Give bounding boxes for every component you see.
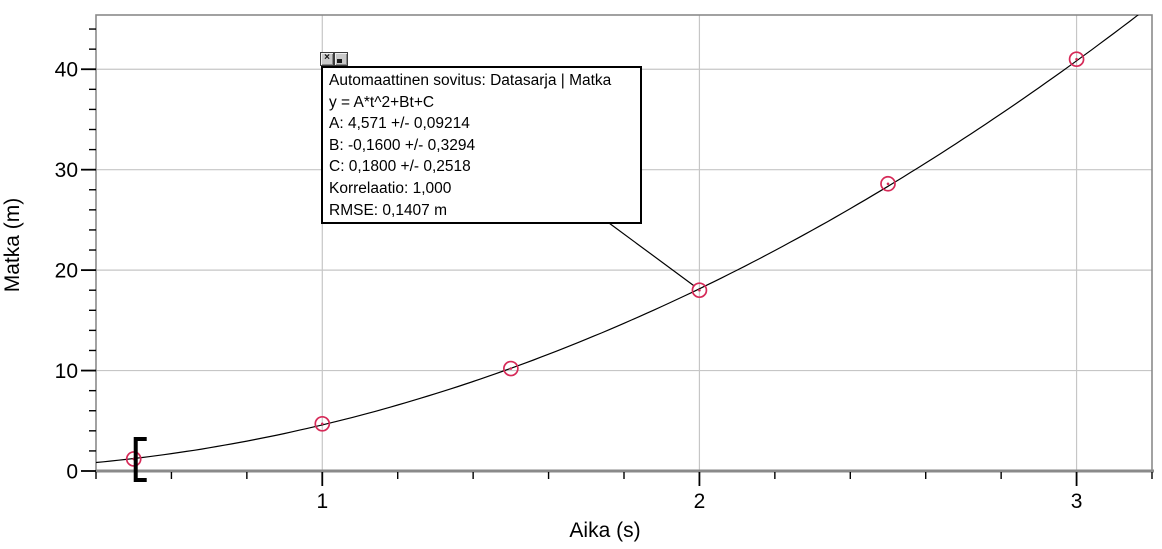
data-point-center [320, 422, 324, 426]
fit-param-a: A: 4,571 +/- 0,09214 [329, 115, 470, 133]
y-tick-label: 0 [66, 461, 78, 484]
fit-title: Automaattinen sovitus: Datasarja | Matka [329, 72, 612, 89]
fit-rmse: RMSE: 0,1407 m [329, 201, 448, 219]
fit-param-c: C: 0,1800 +/- 0,2518 [329, 158, 471, 176]
selection-bracket[interactable] [133, 437, 147, 482]
x-tick-label: 1 [316, 490, 328, 513]
y-tick-label: 10 [55, 360, 78, 383]
data-point[interactable] [691, 282, 708, 299]
y-tick-label: 40 [55, 59, 78, 82]
data-point[interactable] [314, 415, 331, 432]
data-point-center [886, 182, 890, 186]
fit-correlation: Korrelaatio: 1,000 [329, 179, 452, 197]
data-point[interactable] [503, 360, 519, 377]
data-point[interactable] [880, 175, 896, 192]
callout-line [608, 222, 695, 287]
data-point-center [1075, 57, 1078, 61]
fit-param-b: B: -0,1600 +/- 0,3294 [329, 136, 476, 154]
y-tick-label: 20 [55, 260, 78, 283]
data-point-center [509, 367, 513, 370]
data-point[interactable] [1068, 51, 1085, 68]
fit-equation: y = A*t^2+Bt+C [329, 93, 435, 111]
close-icon: × [324, 52, 330, 63]
minimize-icon [337, 59, 342, 63]
fit-curve[interactable] [96, 4, 1152, 464]
x-axis-label[interactable]: Aika (s) [569, 519, 641, 542]
fit-results-box[interactable]: Automaattinen sovitus: Datasarja | Matka… [321, 66, 642, 224]
data-point-center [698, 288, 701, 292]
y-axis-label[interactable]: Matka (m) [1, 197, 24, 293]
x-tick-label: 2 [694, 490, 706, 513]
y-tick-label: 30 [55, 159, 78, 182]
x-tick-label: 3 [1071, 490, 1083, 513]
close-button[interactable]: × [320, 52, 334, 66]
minimize-button[interactable] [334, 52, 348, 66]
